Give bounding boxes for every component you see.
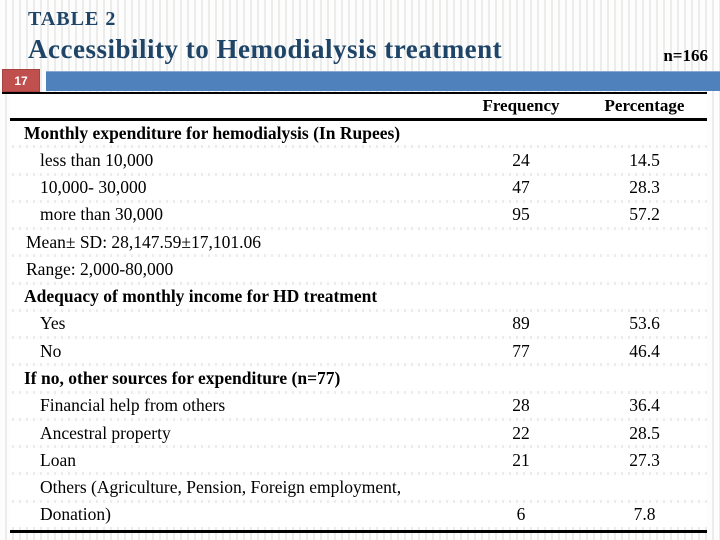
table-top-rule <box>2 92 707 94</box>
page-number-box: 17 <box>2 69 40 92</box>
row-label: If no, other sources for expenditure (n=… <box>24 368 341 389</box>
table-row: Adequacy of monthly income for HD treatm… <box>10 284 707 312</box>
row-frequency: 6 <box>516 504 526 525</box>
row-frequency: 95 <box>512 204 530 225</box>
table-row: Range: 2,000-80,000 <box>10 257 707 284</box>
sample-size-label: n=166 <box>663 46 708 65</box>
row-label: Donation) <box>40 504 111 525</box>
row-percentage: 36.4 <box>629 395 660 416</box>
row-label: Others (Agriculture, Pension, Foreign em… <box>40 477 402 498</box>
row-label: Loan <box>40 449 76 470</box>
table-row: Donation) 6 7.8 <box>10 502 707 530</box>
row-label: Financial help from others <box>40 395 226 416</box>
row-percentage: 27.3 <box>629 449 660 470</box>
table-row: less than 10,000 24 14.5 <box>10 148 707 175</box>
table-row: more than 30,000 95 57.2 <box>10 202 707 230</box>
row-label: less than 10,000 <box>40 149 154 170</box>
row-frequency: 24 <box>512 149 530 170</box>
table-row: Monthly expenditure for hemodialysis (In… <box>10 121 707 148</box>
row-label: more than 30,000 <box>40 204 163 225</box>
table-row: If no, other sources for expenditure (n=… <box>10 366 707 393</box>
row-label: Ancestral property <box>40 422 171 443</box>
row-label: Mean± SD: 28,147.59±17,101.06 <box>26 231 262 252</box>
table-row: Financial help from others 28 36.4 <box>10 393 707 421</box>
column-header-percentage: Percentage <box>604 96 685 115</box>
table-bottom-rule <box>10 529 707 533</box>
table-row: 10,000- 30,000 47 28.3 <box>10 175 707 203</box>
row-label: Range: 2,000-80,000 <box>26 258 174 279</box>
table-row: Mean± SD: 28,147.59±17,101.06 <box>10 230 707 257</box>
row-label: Monthly expenditure for hemodialysis (In… <box>24 122 401 143</box>
row-percentage: 28.5 <box>629 422 660 443</box>
row-frequency: 21 <box>512 449 530 470</box>
row-percentage: 53.6 <box>629 313 660 334</box>
row-frequency: 28 <box>512 395 530 416</box>
table-body: Monthly expenditure for hemodialysis (In… <box>10 121 707 530</box>
table-row: Others (Agriculture, Pension, Foreign em… <box>10 475 707 502</box>
row-frequency: 22 <box>512 422 530 443</box>
column-header-frequency: Frequency <box>482 96 560 115</box>
row-percentage: 57.2 <box>629 204 660 225</box>
table-row: No 77 46.4 <box>10 339 707 366</box>
row-percentage: 14.5 <box>629 149 660 170</box>
row-frequency: 47 <box>512 177 530 198</box>
table-header-row: Frequency Percentage <box>10 94 707 118</box>
row-label: 10,000- 30,000 <box>40 177 147 198</box>
row-label: Adequacy of monthly income for HD treatm… <box>24 286 378 307</box>
row-percentage: 7.8 <box>633 504 656 525</box>
accent-bar <box>46 71 720 91</box>
slide-title: Accessibility to Hemodialysis treatment <box>28 34 503 64</box>
row-frequency: 77 <box>512 340 530 361</box>
header-rule <box>10 118 707 121</box>
row-label: No <box>40 340 62 361</box>
table-row: Loan 21 27.3 <box>10 448 707 475</box>
page-number: 17 <box>14 73 28 88</box>
row-percentage: 28.3 <box>629 177 660 198</box>
table-row: Yes 89 53.6 <box>10 311 707 339</box>
row-percentage: 46.4 <box>629 340 660 361</box>
row-frequency: 89 <box>512 313 530 334</box>
row-label: Yes <box>40 313 66 334</box>
table-row: Ancestral property 22 28.5 <box>10 420 707 448</box>
data-table: Frequency Percentage Monthly expenditure… <box>10 94 707 533</box>
table-kicker: TABLE 2 <box>28 8 117 30</box>
